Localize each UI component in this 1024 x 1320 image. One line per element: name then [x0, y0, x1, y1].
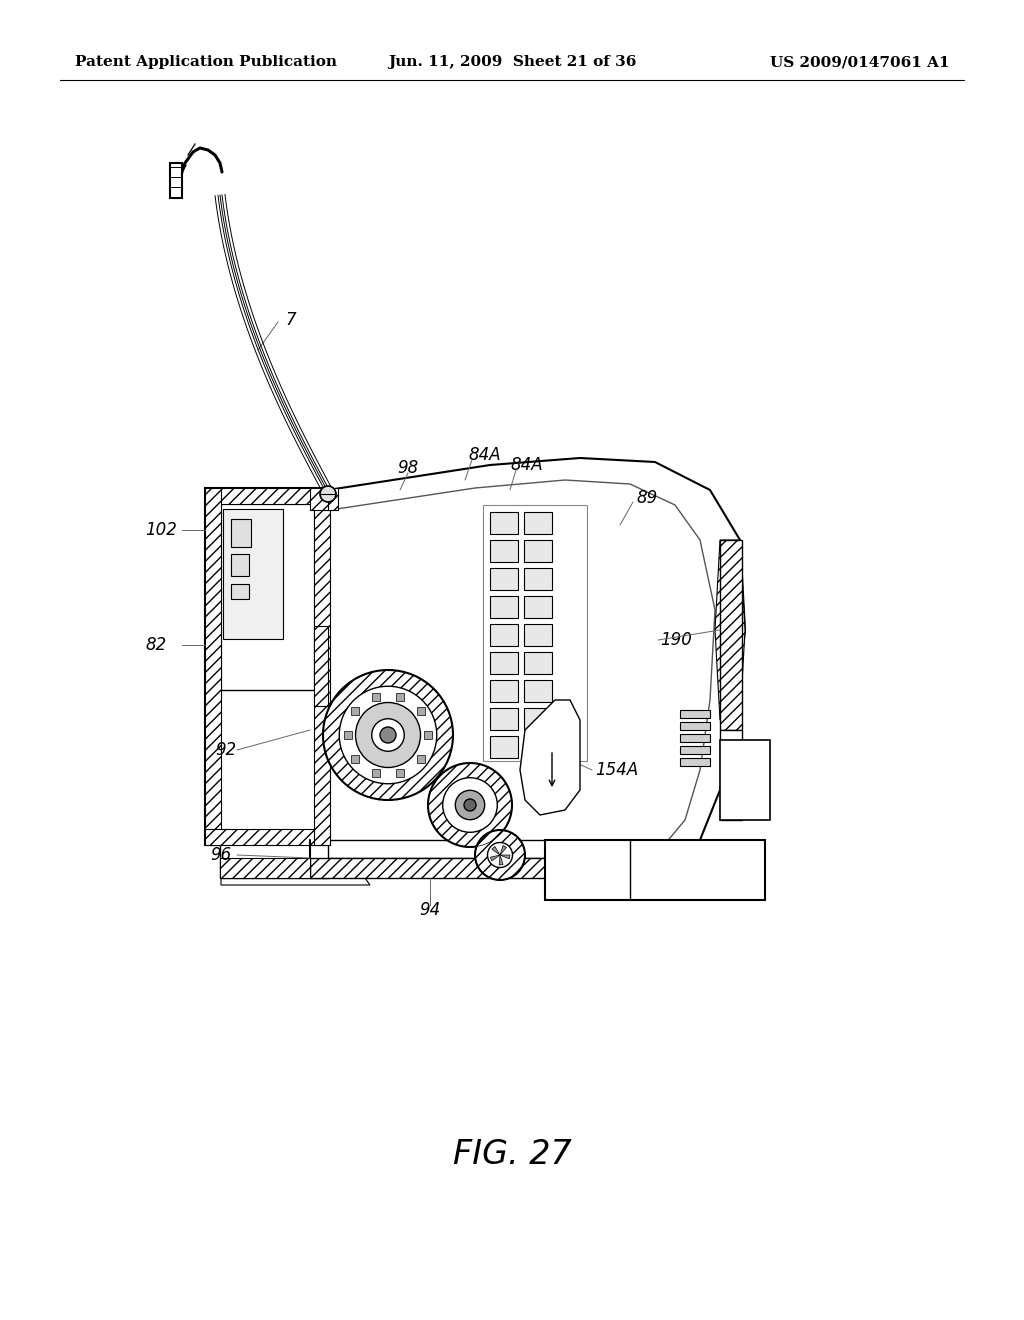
Bar	[680, 734, 710, 742]
Bar	[720, 730, 742, 820]
Polygon shape	[492, 846, 500, 855]
Circle shape	[475, 830, 525, 880]
Bar	[221, 504, 314, 829]
Polygon shape	[520, 700, 580, 814]
Bar	[490, 708, 518, 730]
Text: 89: 89	[636, 488, 657, 507]
Bar	[231, 554, 249, 576]
Text: 98: 98	[397, 459, 419, 477]
Bar	[720, 540, 742, 730]
Bar	[524, 597, 552, 618]
Bar	[328, 488, 338, 510]
Text: 154A: 154A	[595, 762, 638, 779]
Bar	[680, 746, 710, 754]
Polygon shape	[328, 458, 745, 875]
Polygon shape	[500, 855, 510, 859]
Bar	[524, 708, 552, 730]
Bar	[310, 858, 705, 878]
Circle shape	[339, 686, 437, 784]
Bar	[490, 512, 518, 535]
Circle shape	[464, 799, 476, 810]
Bar	[524, 652, 552, 675]
Bar	[231, 583, 249, 599]
Bar	[524, 540, 552, 562]
Circle shape	[380, 727, 396, 743]
Bar	[310, 840, 705, 858]
Text: 102: 102	[145, 521, 177, 539]
Circle shape	[319, 486, 336, 502]
Circle shape	[323, 671, 453, 800]
Bar	[483, 506, 587, 762]
Bar	[680, 722, 710, 730]
Polygon shape	[499, 855, 503, 865]
Bar	[220, 858, 310, 878]
Circle shape	[442, 777, 498, 833]
Bar	[524, 512, 552, 535]
Text: Patent Application Publication: Patent Application Publication	[75, 55, 337, 69]
Circle shape	[487, 842, 512, 867]
Bar	[545, 840, 765, 900]
Polygon shape	[220, 690, 328, 878]
Polygon shape	[396, 693, 404, 701]
Text: 84A: 84A	[468, 446, 501, 465]
Bar	[524, 680, 552, 702]
Polygon shape	[490, 855, 500, 861]
Bar	[490, 737, 518, 758]
Text: 92: 92	[215, 741, 237, 759]
Text: 190: 190	[660, 631, 692, 649]
Bar	[720, 741, 770, 820]
Polygon shape	[344, 731, 351, 739]
Polygon shape	[396, 770, 404, 777]
Bar	[490, 568, 518, 590]
Text: FIG. 27: FIG. 27	[453, 1138, 571, 1172]
Bar	[310, 488, 332, 510]
Bar	[170, 162, 182, 198]
Bar	[490, 680, 518, 702]
Bar	[314, 626, 328, 706]
Text: US 2009/0147061 A1: US 2009/0147061 A1	[770, 55, 950, 69]
Polygon shape	[417, 755, 425, 763]
Polygon shape	[351, 708, 359, 715]
Polygon shape	[372, 770, 380, 777]
Bar	[205, 488, 221, 845]
Bar	[680, 710, 710, 718]
Bar	[490, 597, 518, 618]
Bar	[205, 829, 330, 845]
Circle shape	[456, 791, 484, 820]
Bar	[205, 488, 330, 504]
Text: 82: 82	[145, 636, 166, 653]
Text: Jun. 11, 2009  Sheet 21 of 36: Jun. 11, 2009 Sheet 21 of 36	[388, 55, 636, 69]
Polygon shape	[221, 829, 370, 884]
Bar	[223, 510, 283, 639]
Bar	[490, 540, 518, 562]
Polygon shape	[372, 693, 380, 701]
Text: 96: 96	[210, 846, 231, 865]
Bar	[490, 624, 518, 645]
Polygon shape	[330, 480, 715, 855]
Bar	[205, 488, 330, 845]
Bar	[680, 758, 710, 766]
Polygon shape	[715, 540, 745, 719]
Text: 7: 7	[285, 312, 296, 329]
Circle shape	[355, 702, 421, 767]
Circle shape	[372, 719, 404, 751]
Polygon shape	[500, 846, 507, 855]
Polygon shape	[351, 755, 359, 763]
Bar	[490, 652, 518, 675]
Polygon shape	[417, 708, 425, 715]
Circle shape	[428, 763, 512, 847]
Text: 94: 94	[420, 902, 440, 919]
Bar	[231, 519, 251, 546]
Bar	[524, 624, 552, 645]
Bar	[524, 737, 552, 758]
Polygon shape	[424, 731, 432, 739]
Text: 84A: 84A	[510, 455, 543, 474]
Bar	[524, 568, 552, 590]
Bar	[314, 488, 330, 845]
